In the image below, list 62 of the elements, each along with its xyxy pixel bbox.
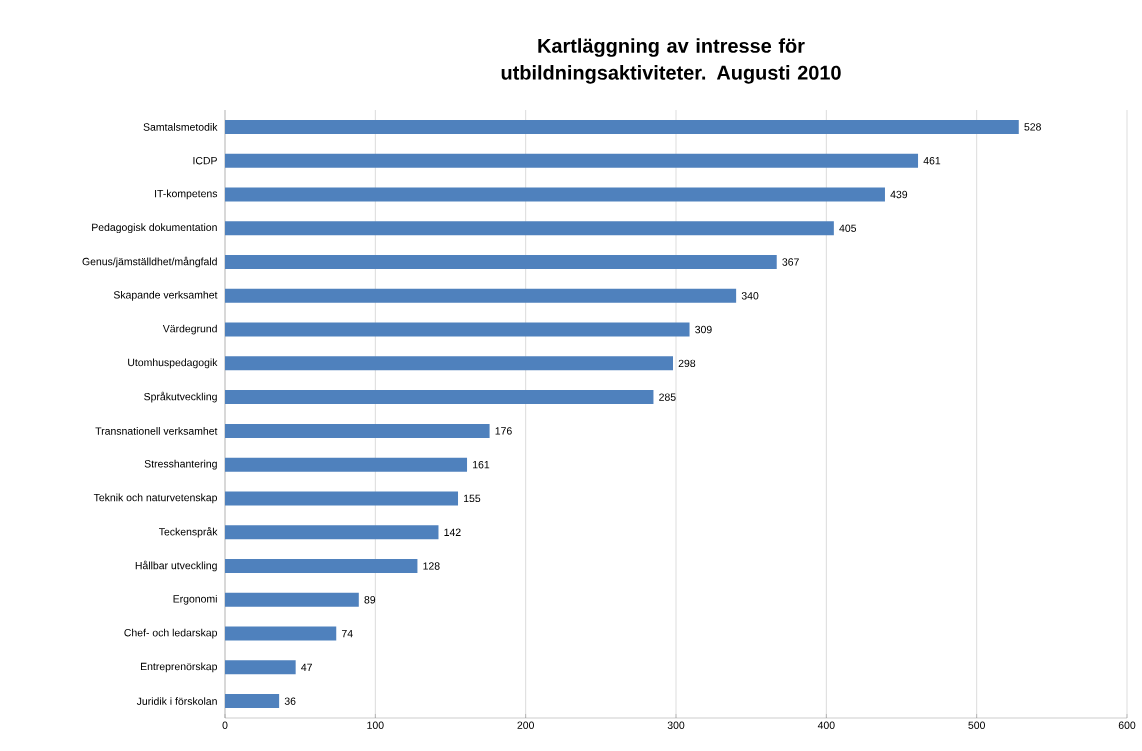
data-label: 128	[423, 562, 440, 570]
data-label: 161	[473, 460, 490, 469]
y-tick-label: Transnationell verksamhet	[95, 427, 218, 435]
data-label: 340	[741, 292, 759, 300]
data-label: 155	[464, 494, 481, 503]
y-tick-label: IT-kompetens	[155, 189, 218, 200]
y-tick-label: Stresshantering	[144, 459, 217, 470]
bar	[225, 221, 834, 236]
y-tick-label: Utomhuspedagogik	[128, 358, 218, 369]
data-label: 89	[364, 596, 376, 604]
bar	[225, 288, 737, 303]
x-tick-label: 500	[968, 721, 985, 729]
y-tick-label: Samtalsmetodik	[143, 123, 218, 131]
y-tick-label: Chef- och ledarskap	[124, 628, 218, 639]
bar	[225, 390, 654, 405]
bar	[225, 457, 468, 472]
y-tick-label: Entreprenörskap	[141, 662, 218, 673]
x-tick-label: 0	[222, 721, 228, 729]
y-tick-label: Teknik och naturvetenskap	[93, 493, 218, 504]
y-tick-label: Värdegrund	[162, 324, 217, 335]
data-label: 309	[695, 325, 712, 334]
bar	[225, 322, 690, 337]
bar	[225, 187, 885, 202]
data-label: 367	[782, 258, 799, 266]
y-tick-label: ICDP	[193, 156, 217, 165]
data-label: 142	[444, 528, 461, 536]
bar	[225, 525, 439, 540]
y-tick-label: Språkutveckling	[144, 391, 217, 403]
data-label: 298	[678, 359, 696, 368]
bar	[225, 356, 673, 371]
bar	[225, 255, 777, 269]
bar	[225, 592, 359, 607]
data-label: 528	[1024, 123, 1041, 131]
data-label: 439	[890, 190, 908, 199]
x-tick-label: 400	[817, 721, 835, 729]
chart-title: Kartläggning av intresse för utbildningsaktiviteter. Augusti 2010	[501, 38, 841, 84]
x-tick-label: 100	[367, 721, 384, 729]
bar	[225, 119, 1019, 134]
bar	[225, 694, 280, 709]
data-label: 461	[923, 156, 941, 165]
bar	[225, 423, 490, 438]
bar	[225, 153, 919, 168]
data-label: 36	[284, 697, 296, 705]
y-tick-label: Juridik i förskolan	[136, 697, 217, 705]
y-tick-label: Pedagogisk dokumentation	[92, 223, 217, 234]
x-tick-label: 300	[667, 721, 685, 729]
bar	[225, 559, 418, 573]
data-label: 405	[839, 224, 857, 232]
y-tick-label: Genus/jämställdhet/mångfald	[82, 256, 217, 268]
y-tick-label: Ergonomi	[173, 594, 217, 605]
data-label: 285	[659, 393, 676, 401]
y-tick-label: Teckenspråk	[158, 526, 218, 538]
bar	[225, 491, 459, 506]
y-tick-label: Skapande verksamhet	[113, 290, 218, 301]
y-tick-label: Hållbar utveckling	[135, 560, 217, 572]
x-tick-label: 200	[517, 721, 534, 729]
data-label: 47	[301, 663, 312, 671]
data-label: 74	[341, 629, 353, 638]
bar	[225, 660, 296, 675]
bar	[225, 626, 337, 641]
data-label: 176	[495, 427, 512, 435]
x-tick-label: 600	[1118, 721, 1136, 729]
